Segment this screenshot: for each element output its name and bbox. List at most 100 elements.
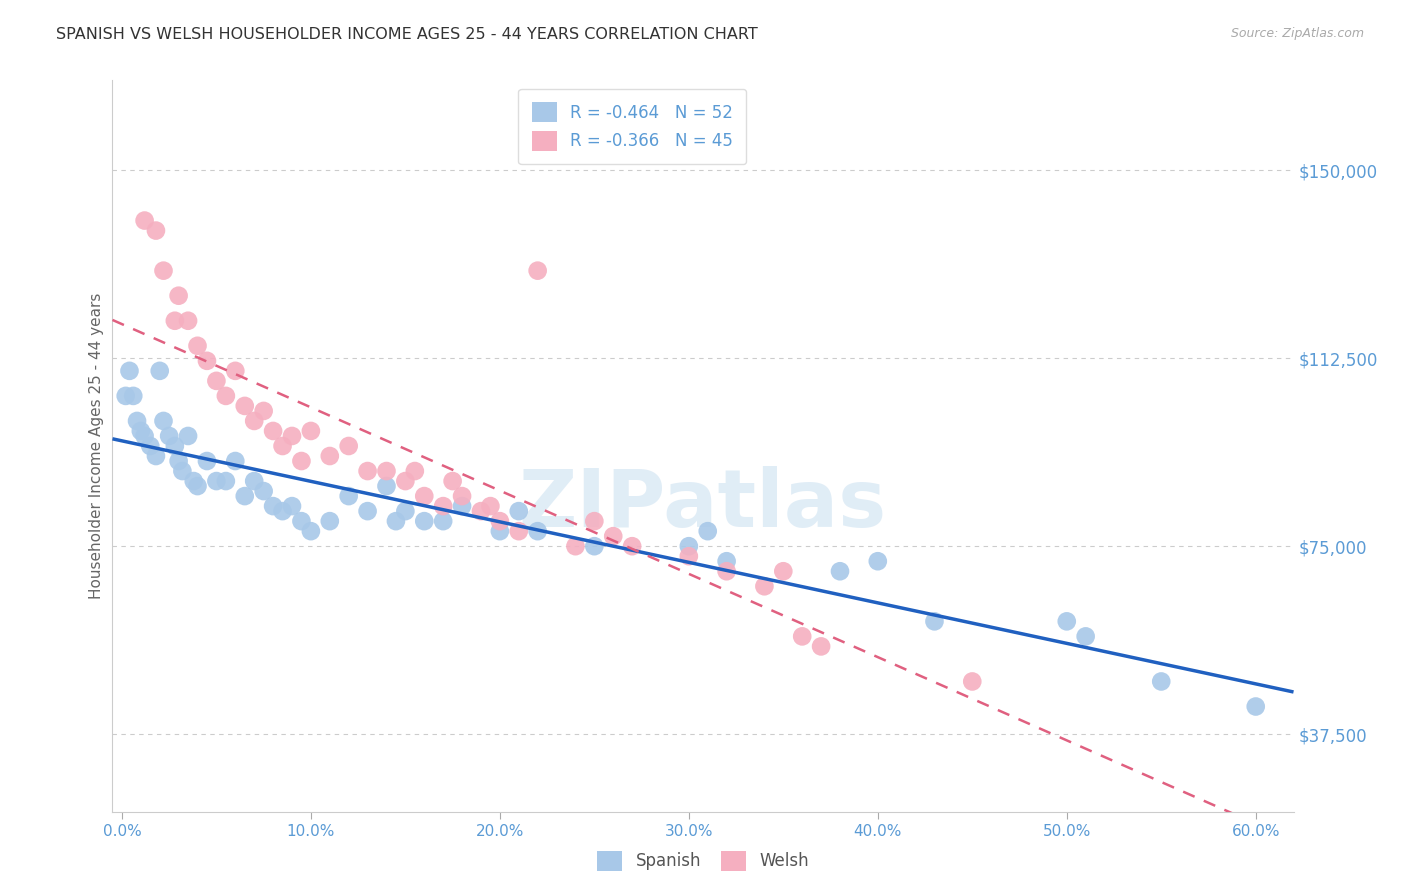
Point [134, 429, 156, 443]
Point [385, 514, 408, 528]
Point [451, 489, 474, 503]
Point [696, 524, 718, 538]
Point [866, 554, 889, 568]
Point [337, 439, 360, 453]
Point [152, 414, 174, 428]
Point [233, 489, 256, 503]
Y-axis label: Householder Income Ages 25 - 44 years: Householder Income Ages 25 - 44 years [89, 293, 104, 599]
Point [281, 429, 304, 443]
Point [114, 389, 136, 403]
Point [290, 454, 312, 468]
Point [195, 454, 218, 468]
Point [224, 454, 246, 468]
Point [243, 474, 266, 488]
Point [602, 529, 624, 543]
Point [356, 504, 378, 518]
Point [205, 474, 228, 488]
Point [118, 364, 141, 378]
Point [233, 399, 256, 413]
Point [1056, 615, 1078, 629]
Point [583, 514, 606, 528]
Point [149, 364, 172, 378]
Legend: Spanish, Welsh: Spanish, Welsh [589, 842, 817, 880]
Point [129, 424, 152, 438]
Point [828, 564, 851, 578]
Point [145, 449, 167, 463]
Point [441, 474, 464, 488]
Point [404, 464, 426, 478]
Point [152, 263, 174, 277]
Point [772, 564, 794, 578]
Point [508, 524, 530, 538]
Point [356, 464, 378, 478]
Point [394, 504, 416, 518]
Point [271, 504, 294, 518]
Point [163, 314, 186, 328]
Point [470, 504, 492, 518]
Point [1244, 699, 1267, 714]
Legend: R = -0.464   N = 52, R = -0.366   N = 45: R = -0.464 N = 52, R = -0.366 N = 45 [519, 88, 747, 164]
Point [186, 479, 208, 493]
Point [754, 579, 776, 593]
Point [145, 223, 167, 237]
Point [526, 263, 548, 277]
Point [451, 499, 474, 513]
Point [1150, 674, 1173, 689]
Point [167, 454, 190, 468]
Point [253, 404, 276, 418]
Point [122, 389, 145, 403]
Point [337, 489, 360, 503]
Point [319, 514, 342, 528]
Point [177, 429, 200, 443]
Point [253, 484, 276, 499]
Point [810, 640, 832, 654]
Point [299, 524, 322, 538]
Point [716, 554, 738, 568]
Point [564, 539, 586, 553]
Point [678, 549, 700, 564]
Point [394, 474, 416, 488]
Point [177, 314, 200, 328]
Point [205, 374, 228, 388]
Point [583, 539, 606, 553]
Point [262, 499, 284, 513]
Point [186, 339, 208, 353]
Point [125, 414, 148, 428]
Point [215, 474, 238, 488]
Text: Source: ZipAtlas.com: Source: ZipAtlas.com [1230, 27, 1364, 40]
Point [489, 514, 512, 528]
Point [183, 474, 205, 488]
Point [299, 424, 322, 438]
Point [792, 629, 814, 643]
Point [172, 464, 194, 478]
Point [489, 524, 512, 538]
Point [195, 354, 218, 368]
Point [290, 514, 312, 528]
Point [413, 489, 436, 503]
Point [319, 449, 342, 463]
Point [139, 439, 162, 453]
Point [413, 514, 436, 528]
Point [134, 213, 156, 227]
Point [281, 499, 304, 513]
Point [215, 389, 238, 403]
Point [262, 424, 284, 438]
Text: SPANISH VS WELSH HOUSEHOLDER INCOME AGES 25 - 44 YEARS CORRELATION CHART: SPANISH VS WELSH HOUSEHOLDER INCOME AGES… [56, 27, 758, 42]
Point [716, 564, 738, 578]
Point [375, 479, 398, 493]
Point [678, 539, 700, 553]
Point [224, 364, 246, 378]
Point [271, 439, 294, 453]
Point [526, 524, 548, 538]
Point [1074, 629, 1097, 643]
Point [924, 615, 946, 629]
Point [375, 464, 398, 478]
Point [432, 514, 454, 528]
Point [163, 439, 186, 453]
Point [157, 429, 180, 443]
Point [479, 499, 502, 513]
Point [243, 414, 266, 428]
Point [432, 499, 454, 513]
Point [962, 674, 984, 689]
Text: ZIPatlas: ZIPatlas [519, 466, 887, 543]
